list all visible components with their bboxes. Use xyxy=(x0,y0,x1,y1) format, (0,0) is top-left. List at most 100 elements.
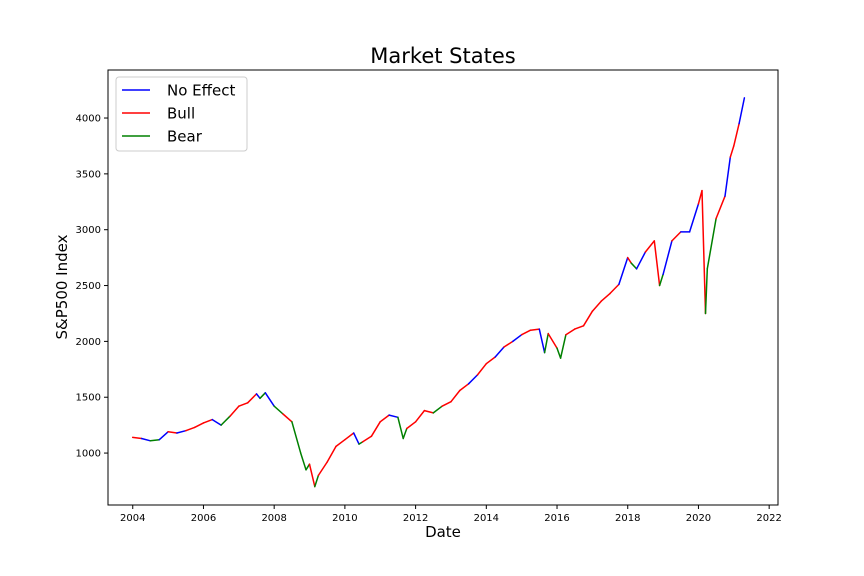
plot-frame xyxy=(107,69,779,506)
no-effect-segment xyxy=(158,431,169,441)
bear-segment xyxy=(220,415,231,426)
bull-segment xyxy=(379,414,390,423)
x-tick-label: 2010 xyxy=(332,513,357,524)
bull-segment xyxy=(476,362,488,376)
bull-segment xyxy=(459,383,470,392)
bull-segment xyxy=(326,445,337,463)
bull-segment xyxy=(547,332,558,349)
bull-segment xyxy=(600,292,611,302)
no-effect-segment xyxy=(211,418,222,426)
bull-segment xyxy=(450,389,461,403)
y-tick-label: 4000 xyxy=(76,114,101,125)
bull-segment xyxy=(503,340,514,348)
bear-segment xyxy=(402,427,408,440)
x-tick-label: 2022 xyxy=(756,513,781,524)
no-effect-segment xyxy=(662,240,673,276)
bull-segment xyxy=(715,195,726,220)
bull-segment xyxy=(308,463,316,488)
bull-segment xyxy=(701,189,707,315)
bear-segment xyxy=(305,463,311,471)
bull-segment xyxy=(185,426,196,432)
legend: No Effect Bull Bear xyxy=(115,76,248,152)
no-effect-segment xyxy=(140,437,152,442)
no-effect-segment xyxy=(635,251,647,270)
bull-segment xyxy=(229,405,240,417)
bear-segment xyxy=(630,262,638,270)
x-tick-label: 2020 xyxy=(686,513,711,524)
no-effect-segment xyxy=(255,393,261,400)
x-tick-label: 2012 xyxy=(403,513,428,524)
y-axis-label: S&P500 Index xyxy=(53,234,71,339)
bull-segment xyxy=(441,400,452,407)
bull-segment xyxy=(131,436,143,440)
no-effect-segment xyxy=(352,432,360,445)
bull-segment xyxy=(529,328,541,331)
bear-segment xyxy=(299,452,307,471)
x-tick-label: 2018 xyxy=(615,513,640,524)
bull-segment xyxy=(167,431,178,434)
y-tick-label: 3500 xyxy=(76,169,101,180)
bull-segment xyxy=(582,310,594,327)
no-effect-segment xyxy=(494,346,505,358)
no-effect-segment xyxy=(512,333,523,343)
bull-segment xyxy=(202,418,214,424)
bear-segment xyxy=(397,416,404,440)
bull-segment xyxy=(361,435,373,443)
legend-box xyxy=(115,76,248,152)
bull-segment xyxy=(565,328,576,336)
bear-segment xyxy=(259,392,267,400)
no-effect-segment xyxy=(618,256,629,286)
y-axis: 1000 1500 2000 2500 3000 3500 4000 xyxy=(76,114,108,460)
bull-segment xyxy=(344,432,355,441)
bull-segment xyxy=(335,438,346,448)
bull-segment xyxy=(317,461,328,477)
bear-segment xyxy=(314,474,320,488)
bull-segment xyxy=(520,329,532,336)
bear-segment xyxy=(556,347,562,359)
x-tick-label: 2006 xyxy=(191,513,216,524)
bear-segment xyxy=(291,421,302,454)
legend-bull-label: Bull xyxy=(167,105,195,123)
bear-segment xyxy=(704,268,709,315)
bear-segment xyxy=(559,333,567,359)
bull-segment xyxy=(193,422,205,429)
bear-segment xyxy=(273,405,284,415)
bear-segment xyxy=(658,273,664,287)
x-tick-label: 2004 xyxy=(120,513,145,524)
no-effect-segment xyxy=(738,97,746,125)
plot-area xyxy=(131,97,746,488)
bull-segment xyxy=(626,256,633,264)
bear-segment xyxy=(706,217,717,270)
bull-segment xyxy=(238,402,249,407)
bull-segment xyxy=(644,240,656,253)
legend-no-effect-label: No Effect xyxy=(167,82,235,100)
bear-segment xyxy=(149,438,161,442)
no-effect-segment xyxy=(467,374,479,385)
no-effect-segment xyxy=(688,203,700,233)
no-effect-segment xyxy=(388,414,399,419)
bull-segment xyxy=(729,145,735,158)
y-tick-label: 1000 xyxy=(76,449,101,460)
bear-segment xyxy=(543,332,549,354)
y-tick-label: 2500 xyxy=(76,281,101,292)
bull-segment xyxy=(282,413,293,423)
x-axis: 2004 2006 2008 2010 2012 2014 2016 2018 2020 2022 xyxy=(120,505,782,524)
x-axis-label: Date xyxy=(425,523,461,541)
y-tick-label: 2000 xyxy=(76,337,101,348)
x-tick-label: 2014 xyxy=(474,513,499,524)
no-effect-segment xyxy=(724,156,732,197)
bull-segment xyxy=(406,421,417,430)
no-effect-segment xyxy=(538,328,546,354)
legend-bear-label: Bear xyxy=(167,128,203,146)
x-tick-label: 2016 xyxy=(544,513,569,524)
chart-title: Market States xyxy=(370,44,515,68)
bull-segment xyxy=(423,409,435,414)
bull-segment xyxy=(671,231,682,242)
bull-segment xyxy=(591,300,602,312)
bull-segment xyxy=(485,356,496,365)
bull-segment xyxy=(246,393,258,404)
no-effect-segment xyxy=(264,392,275,407)
bull-segment xyxy=(609,283,620,295)
y-tick-label: 1500 xyxy=(76,393,101,404)
